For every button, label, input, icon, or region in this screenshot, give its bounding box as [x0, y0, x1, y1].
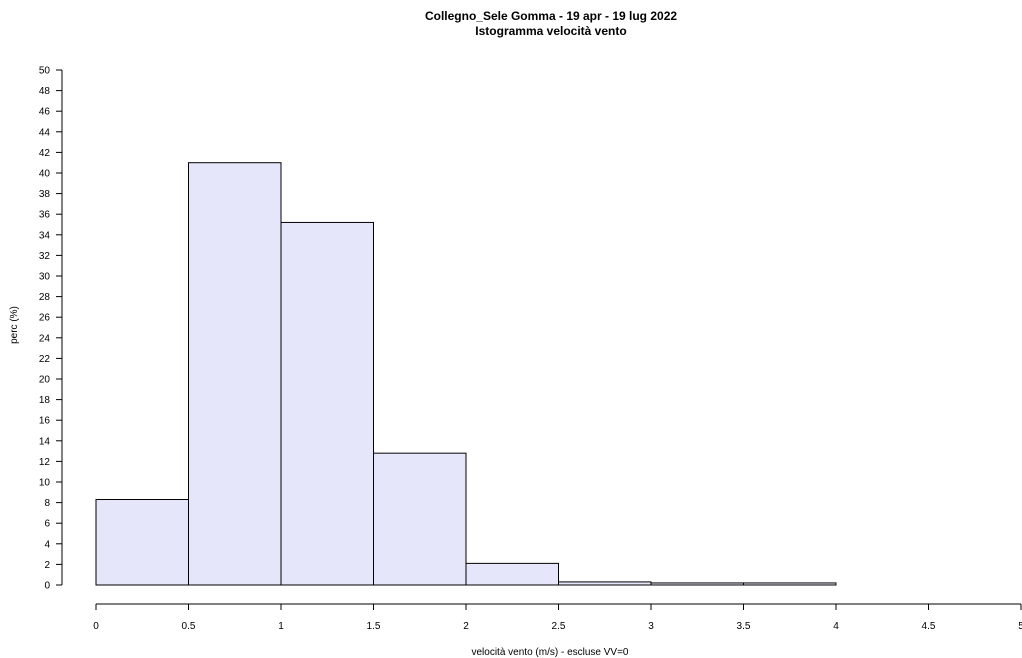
y-tick-label-21: 42 — [39, 148, 51, 159]
x-tick-label-9: 4.5 — [922, 621, 936, 632]
y-tick-label-16: 32 — [39, 251, 51, 262]
y-tick-label-10: 20 — [39, 375, 51, 386]
histogram-bar-4 — [465, 562, 559, 586]
chart-subtitle: Istogramma velocità vento — [475, 24, 626, 38]
y-tick-label-2: 4 — [44, 539, 50, 550]
histogram-bars — [95, 162, 837, 586]
x-tick-label-0: 0 — [93, 621, 99, 632]
y-tick-label-17: 34 — [39, 230, 51, 241]
y-tick-label-23: 46 — [39, 107, 51, 118]
y-tick-label-0: 0 — [44, 581, 50, 592]
y-tick-label-11: 22 — [39, 354, 51, 365]
x-tick-label-7: 3.5 — [737, 621, 751, 632]
y-tick-label-12: 24 — [39, 333, 51, 344]
x-tick-label-2: 1 — [278, 621, 284, 632]
x-tick-label-8: 4 — [833, 621, 839, 632]
y-tick-label-14: 28 — [39, 292, 51, 303]
y-tick-label-25: 50 — [39, 66, 51, 77]
y-axis: 0246810121416182022242628303234363840424… — [39, 66, 63, 592]
histogram-bar-5 — [558, 581, 652, 586]
y-tick-label-4: 8 — [44, 498, 50, 509]
histogram-bar-6 — [650, 582, 744, 586]
x-tick-label-6: 3 — [648, 621, 654, 632]
histogram-bar-0 — [95, 499, 189, 586]
x-tick-label-1: 0.5 — [182, 621, 196, 632]
y-axis-label: perc (%) — [9, 306, 20, 344]
y-tick-label-8: 16 — [39, 416, 51, 427]
y-tick-label-20: 40 — [39, 169, 51, 180]
y-tick-label-3: 6 — [44, 519, 50, 530]
histogram-bar-3 — [373, 452, 467, 586]
histogram-bar-2 — [280, 221, 374, 586]
y-tick-label-6: 12 — [39, 457, 51, 468]
y-tick-label-18: 36 — [39, 210, 51, 221]
y-tick-label-15: 30 — [39, 272, 51, 283]
x-tick-label-3: 1.5 — [367, 621, 381, 632]
x-axis-label: velocità vento (m/s) - escluse VV=0 — [471, 647, 628, 658]
y-tick-label-7: 14 — [39, 436, 51, 447]
y-tick-label-22: 44 — [39, 127, 51, 138]
y-tick-label-9: 18 — [39, 395, 51, 406]
histogram-bar-1 — [188, 162, 282, 586]
y-tick-label-5: 10 — [39, 478, 51, 489]
x-axis: 0 0.5 1 1.5 2 2.5 3 3.5 4 4.5 5 — [93, 603, 1022, 632]
x-tick-label-5: 2.5 — [552, 621, 566, 632]
y-tick-label-1: 2 — [44, 560, 50, 571]
chart-title: Collegno_Sele Gomma - 19 apr - 19 lug 20… — [425, 9, 677, 23]
x-tick-label-10: 5 — [1018, 621, 1022, 632]
x-tick-label-4: 2 — [463, 621, 469, 632]
y-tick-label-19: 38 — [39, 189, 51, 200]
histogram-bar-7 — [743, 582, 837, 586]
y-tick-label-13: 26 — [39, 313, 51, 324]
y-tick-label-24: 48 — [39, 86, 51, 97]
